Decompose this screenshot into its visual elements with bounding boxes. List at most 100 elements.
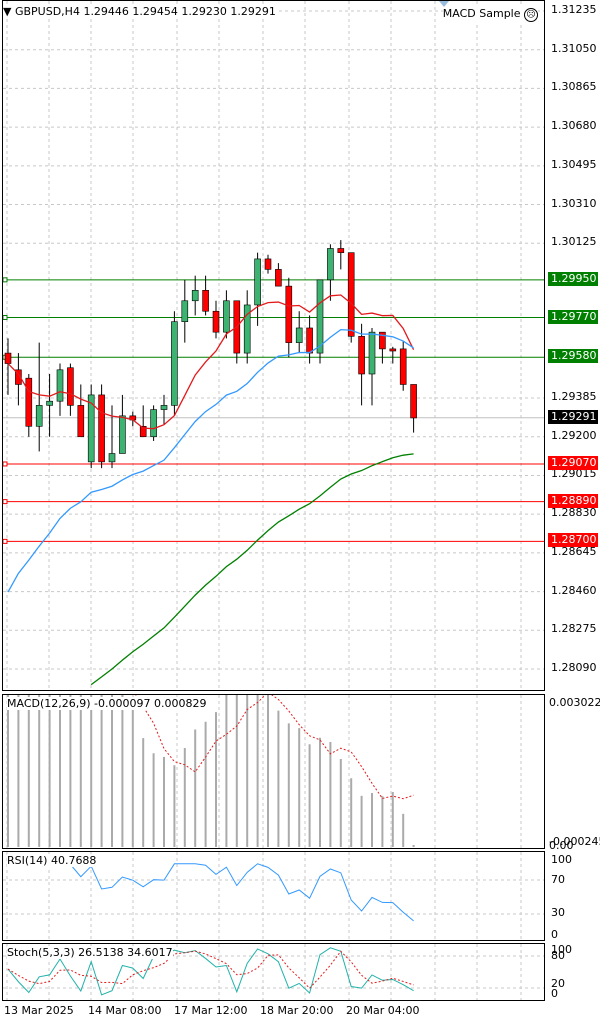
bear-candle [275,269,282,287]
bull-candle [191,290,199,302]
bear-candle [285,285,293,343]
price-chart-canvas [3,1,544,690]
price-scale-label: 1.30125 [551,235,597,249]
time-label-4: 20 Mar 04:00 [346,1004,420,1017]
macd-title: MACD(12,26,9) -0.000097 0.000829 [7,697,207,710]
stoch-title: Stoch(5,3,3) 26.5138 34.6017 [7,946,173,959]
bear-candle [389,348,397,352]
level-label[interactable]: 1.29950 [548,271,598,286]
bull-candle [327,248,334,281]
bull-candle [223,300,230,333]
rsi-title: RSI(14) 40.7688 [7,854,97,867]
symbol-info: ▼ GBPUSD,H4 1.29446 1.29454 1.29230 1.29… [3,5,276,18]
bull-candle [171,321,178,406]
price-pane[interactable]: ▼ GBPUSD,H4 1.29446 1.29454 1.29230 1.29… [2,0,545,691]
bear-candle [139,426,147,438]
bear-candle [67,367,74,406]
stoch-d-line [7,950,414,989]
stoch-level-20: 20 [551,977,565,990]
time-label-2: 17 Mar 12:00 [174,1004,248,1017]
bull-candle [35,405,43,427]
bull-candle [243,304,251,354]
stoch-pane[interactable]: Stoch(5,3,3) 26.5138 34.6017 [2,943,545,1001]
macd-scale: 0.003022 -0.000245 0.00 [545,694,600,852]
bear-candle [98,394,105,463]
price-scale-label: 1.29385 [551,390,597,404]
shift-marker-icon[interactable] [439,1,449,7]
rsi-level-30: 30 [551,906,565,919]
bear-candle [410,384,417,419]
stoch-canvas [3,944,544,1000]
price-scale-label: 1.28830 [551,506,597,520]
level-label[interactable]: 1.29580 [548,349,598,364]
time-axis[interactable]: 13 Mar 2025 14 Mar 08:00 17 Mar 12:00 18… [0,1001,600,1019]
bear-candle [202,290,209,312]
bull-candle [295,327,303,343]
bear-candle [212,310,220,333]
rsi-pane[interactable]: RSI(14) 40.7688 [2,851,545,941]
price-scale-label: 1.31050 [551,41,597,55]
level-label[interactable]: 1.28890 [548,493,598,508]
frown-face-icon: ☹ [524,8,538,22]
collapse-arrow-icon[interactable]: ▼ [3,5,12,18]
macd-scale-top: 0.003022 [549,696,600,709]
level-anchor [3,499,8,505]
level-anchor [3,315,8,321]
rsi-level-100: 100 [551,853,572,866]
macd-scale-bottom2: -0.000245 [549,835,600,848]
bull-candle [368,331,376,375]
level-label[interactable]: 1.29770 [548,309,598,324]
bear-candle [306,327,313,354]
price-scale-label: 1.30680 [551,119,597,133]
ma-mid-line [7,328,414,593]
price-scale-label: 1.29015 [551,467,597,481]
stoch-level-80: 80 [551,949,565,962]
bull-candle [56,369,64,402]
bear-candle [77,405,85,438]
bull-candle [160,405,168,410]
bear-candle [337,248,345,253]
time-label-0: 13 Mar 2025 [4,1004,74,1017]
price-scale-label: 1.31235 [551,3,597,16]
stoch-k-line [7,947,414,996]
stoch-scale: 100 80 20 0 [545,943,600,1001]
macd-canvas [6,695,522,848]
expert-advisor-label[interactable]: MACD Sample ☹ [442,7,538,22]
bear-candle [358,336,365,375]
bull-candle [108,453,116,463]
bear-candle [399,348,407,385]
macd-pane[interactable]: MACD(12,26,9) -0.000097 0.000829 [2,694,545,849]
time-label-1: 14 Mar 08:00 [88,1004,162,1017]
level-label[interactable]: 1.29070 [548,455,598,470]
bull-candle [46,400,53,406]
price-scale-label: 1.30310 [551,196,597,210]
price-scale-label: 1.28090 [551,661,597,674]
time-label-3: 18 Mar 20:00 [260,1004,334,1017]
current-price-label: 1.29291 [548,409,598,424]
ma-fast-line [7,294,415,430]
ma-slow-line [90,453,414,686]
bear-candle [25,377,33,427]
price-scale-label: 1.28275 [551,622,597,636]
price-scale-label: 1.28460 [551,583,597,597]
bull-candle [150,409,157,438]
price-scale-label: 1.30495 [551,157,597,171]
price-scale-label: 1.28645 [551,544,597,558]
bull-candle [181,300,189,322]
price-scale[interactable]: 1.31235 1.31050 1.30865 1.30680 1.30495 1.303… [545,0,600,691]
bull-candle [254,258,261,306]
stoch-level-100: 100 [551,943,572,956]
rsi-level-70: 70 [551,873,565,886]
bear-candle [264,258,272,270]
macd-scale-bottom: 0.00 [549,839,574,852]
rsi-line [8,863,414,922]
level-label[interactable]: 1.28700 [548,533,598,548]
bull-candle [316,279,324,354]
rsi-scale: 100 70 30 0 [545,851,600,941]
stoch-level-0: 0 [551,987,558,1000]
level-anchor [3,277,8,283]
level-anchor [3,538,8,544]
bear-candle [4,352,12,364]
price-scale-label: 1.29200 [551,428,597,442]
